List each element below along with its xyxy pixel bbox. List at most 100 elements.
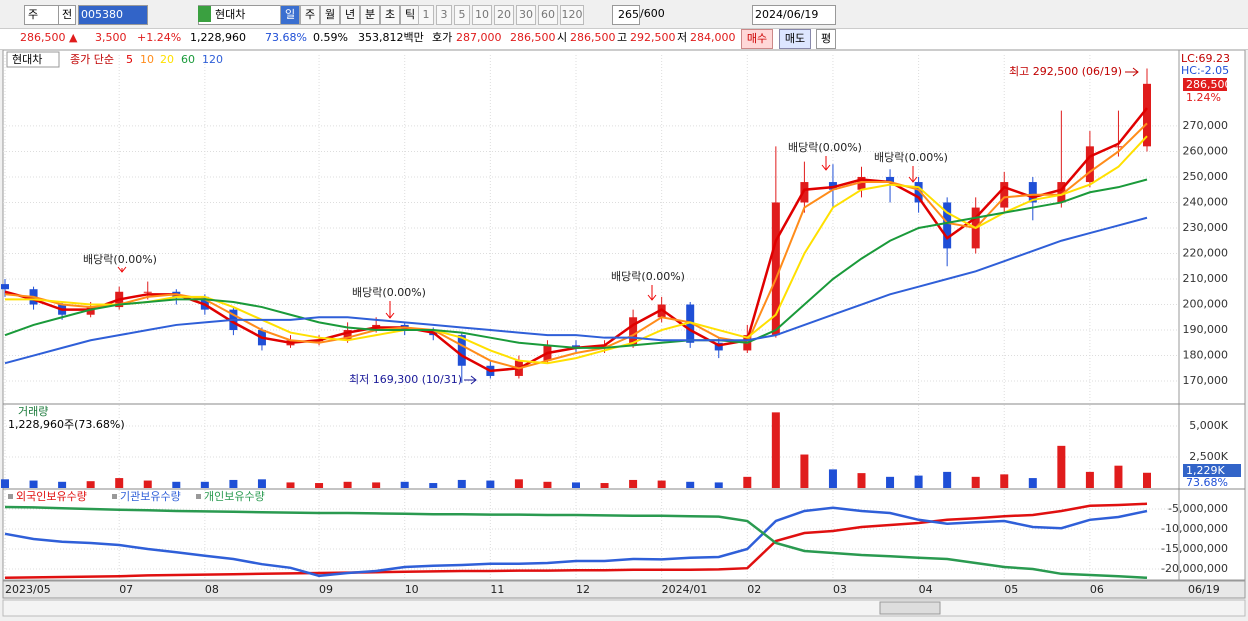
minute-button[interactable]: 60	[538, 5, 558, 25]
legend-swatch	[112, 494, 117, 499]
minute-button[interactable]: 5	[454, 5, 470, 25]
avg-button[interactable]: 평	[816, 29, 836, 49]
volume-bar	[86, 481, 95, 488]
quote-ask-label: 호가	[432, 31, 453, 44]
volume-bar	[914, 475, 923, 488]
minute-button[interactable]: 20	[494, 5, 514, 25]
legend-entry: 20	[160, 53, 174, 66]
interval-button[interactable]: 주	[300, 5, 320, 25]
minute-button[interactable]: 3	[436, 5, 452, 25]
minute-button[interactable]: 1	[418, 5, 434, 25]
quote-bar: 286,500 ▲ 3,500 +1.24% 1,228,960 73.68% 0.59%…	[0, 28, 1248, 50]
quote-change-rate: +1.24%	[137, 31, 182, 44]
axis-background	[1178, 50, 1246, 581]
interval-button[interactable]: 초	[380, 5, 400, 25]
code-input[interactable]: 005380	[78, 5, 148, 25]
title-box	[6, 51, 60, 68]
candle-body	[1085, 146, 1094, 183]
y-tick-label: -10,000,000	[1161, 522, 1228, 535]
volume-bar	[486, 480, 495, 488]
volume-bar	[1028, 478, 1037, 488]
period-select[interactable]: 주	[24, 5, 59, 25]
volume-bar	[143, 480, 152, 488]
candle-body	[1, 284, 9, 290]
interval-button[interactable]: 분	[360, 5, 380, 25]
quote-high: 292,500	[630, 31, 676, 44]
quote-change: 3,500	[95, 31, 127, 44]
scroll-thumb[interactable]	[879, 601, 941, 615]
candle-body	[857, 176, 866, 190]
volume-bar	[543, 481, 552, 488]
y-tick-label: 260,000	[1183, 144, 1229, 157]
quote-volume-ratio: 73.68%	[265, 31, 307, 44]
volume-bar	[886, 476, 895, 488]
panel-subtitle: 1,228,960주(73.68%)	[8, 418, 125, 431]
ma-line	[4, 216, 1148, 365]
x-tick-label: 04	[919, 583, 933, 596]
candle-body	[943, 202, 952, 249]
minute-button[interactable]: 10	[472, 5, 492, 25]
ma-line	[4, 178, 1148, 349]
prev-button[interactable]: 전	[58, 5, 76, 25]
candle-body	[1114, 146, 1123, 148]
candle-body	[1028, 182, 1037, 203]
legend-entry: 120	[202, 53, 223, 66]
y-tick-label: 200,000	[1183, 298, 1229, 311]
volume-bar	[771, 412, 780, 488]
legend-entry: 외국인보유수량	[16, 490, 87, 503]
candle-body	[457, 335, 466, 366]
volume-bar	[315, 483, 324, 488]
volume-bar	[400, 481, 409, 488]
minute-button[interactable]: 120	[560, 5, 584, 25]
volume-bar	[286, 482, 295, 488]
dividend-note: 배당락(0.00%)	[352, 286, 426, 299]
y-tick-label: 230,000	[1183, 221, 1229, 234]
quote-volume: 1,228,960	[190, 31, 246, 44]
interval-button[interactable]: 월	[320, 5, 340, 25]
quote-ask: 287,000	[456, 31, 502, 44]
minute-button[interactable]: 30	[516, 5, 536, 25]
new-icon	[198, 6, 211, 22]
legend-entry: 기관보유수량	[120, 490, 181, 503]
interval-button[interactable]: 일	[280, 5, 300, 25]
volume-bar	[257, 479, 266, 488]
y-tick-label: -5,000,000	[1168, 502, 1228, 515]
quote-turnover: 0.59%	[313, 31, 348, 44]
quote-low: 284,000	[690, 31, 736, 44]
volume-bar	[943, 471, 952, 488]
y-tick-label: 190,000	[1183, 323, 1229, 336]
dividend-note: 배당락(0.00%)	[874, 151, 948, 164]
dividend-note: 배당락(0.00%)	[611, 270, 685, 283]
candle-body	[629, 317, 638, 346]
candle-body	[771, 202, 780, 336]
note-arrow	[821, 156, 831, 171]
volume-bar	[372, 482, 381, 488]
volume-bar	[714, 482, 723, 488]
low-arrow	[464, 375, 477, 385]
note-arrow	[908, 166, 918, 183]
candle-body	[686, 304, 695, 343]
legend-swatch	[8, 494, 13, 499]
date-input[interactable]: 2024/06/19	[752, 5, 836, 25]
candle-body	[143, 291, 152, 293]
interval-button[interactable]: 년	[340, 5, 360, 25]
x-tick-label: 11	[490, 583, 504, 596]
sell-button[interactable]: 매도	[779, 29, 811, 49]
interval-button[interactable]: 틱	[400, 5, 420, 25]
buy-button[interactable]: 매수	[741, 29, 773, 49]
x-tick-label: 08	[205, 583, 219, 596]
volume-bar	[800, 454, 809, 488]
count-input[interactable]: 265	[612, 5, 640, 25]
stock-name[interactable]: 현대차	[198, 5, 294, 25]
volume-bar	[1114, 465, 1123, 488]
y-tick-label: 5,000K	[1189, 419, 1228, 432]
volume-bar	[572, 482, 580, 488]
quote-open-label: 시	[557, 31, 568, 44]
candle-body	[600, 345, 609, 348]
high-arrow	[1125, 67, 1139, 77]
volume-bar	[1085, 471, 1094, 488]
chart-title: 현대차	[12, 53, 42, 66]
holding-line	[4, 502, 1148, 580]
volume-bar	[229, 479, 238, 488]
